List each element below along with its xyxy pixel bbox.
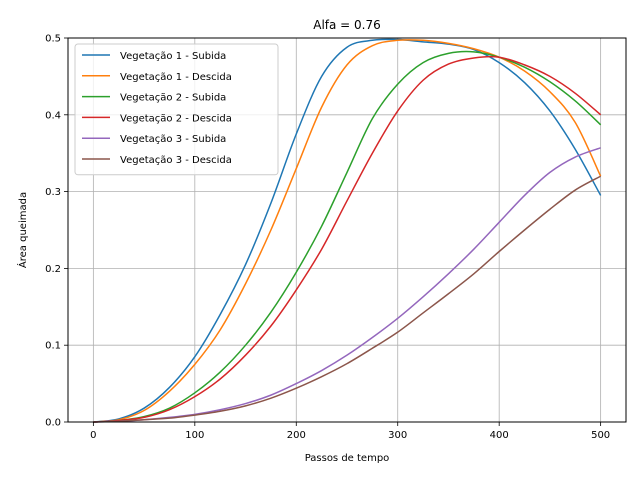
chart-title: Alfa = 0.76 <box>313 18 381 32</box>
legend-label: Vegetação 1 - Subida <box>120 51 226 62</box>
y-tick-label: 0.2 <box>45 264 61 275</box>
series-line-5 <box>93 147 601 423</box>
grid <box>68 37 626 423</box>
y-tick-label: 0.0 <box>45 418 61 429</box>
legend-label: Vegetação 3 - Subida <box>120 134 226 145</box>
x-tick-label: 0 <box>90 430 96 441</box>
x-tick-label: 500 <box>591 430 610 441</box>
y-tick-label: 0.4 <box>45 110 61 121</box>
series-line-1 <box>93 38 602 423</box>
legend-label: Vegetação 2 - Subida <box>120 93 226 104</box>
series-line-6 <box>93 175 601 423</box>
legend-label: Vegetação 1 - Descida <box>120 72 232 83</box>
legend-box <box>74 43 279 176</box>
x-axis-ticks: 0 100 200 300 400 500 <box>90 422 610 441</box>
y-tick-label: 0.5 <box>45 34 61 45</box>
x-tick-label: 200 <box>287 430 306 441</box>
x-tick-label: 400 <box>490 430 509 441</box>
y-tick-label: 0.3 <box>45 187 61 198</box>
y-axis-label: Área queimada <box>16 192 29 268</box>
legend-label: Vegetação 2 - Descida <box>120 113 232 124</box>
series-group <box>93 38 602 423</box>
plot-frame <box>67 37 627 423</box>
y-axis-ticks: 0.0 0.1 0.2 0.3 0.4 0.5 <box>45 34 68 429</box>
legend: Vegetação 1 - Subida Vegetação 1 - Descid… <box>74 43 279 176</box>
x-tick-label: 100 <box>185 430 204 441</box>
series-line-4 <box>93 55 602 423</box>
x-tick-label: 300 <box>388 430 407 441</box>
y-tick-label: 0.1 <box>45 341 61 352</box>
legend-label: Vegetação 3 - Descida <box>120 155 232 166</box>
series-line-3 <box>93 50 602 423</box>
series-line-2 <box>93 39 602 423</box>
x-axis-label: Passos de tempo <box>305 453 390 464</box>
